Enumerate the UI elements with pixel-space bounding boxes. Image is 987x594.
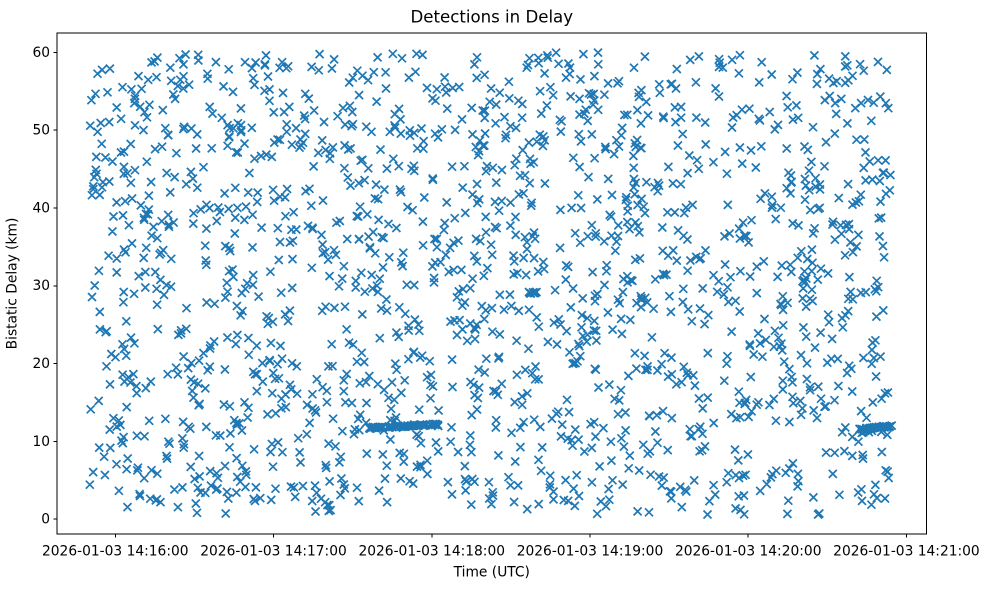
x-tick-label: 2026-01-03 14:17:00 [200,544,347,560]
scatter-points [85,47,897,520]
x-tick-label: 2026-01-03 14:16:00 [42,544,189,560]
plot-area-border [56,32,927,535]
chart-title: Detections in Delay [411,8,574,27]
y-tick-label: 30 [32,278,50,294]
x-tick-group: 2026-01-03 14:16:00 2026-01-03 14:17:00 20… [42,534,980,560]
y-tick-label: 20 [32,356,50,372]
y-tick-label: 10 [32,434,50,450]
x-axis-label: Time (UTC) [453,565,530,581]
y-tick-label: 40 [32,200,50,216]
x-tick-label: 2026-01-03 14:18:00 [358,544,505,560]
x-tick-label: 2026-01-03 14:21:00 [833,544,980,560]
y-axis-label: Bistatic Delay (km) [5,218,21,350]
y-tick-label: 0 [41,512,50,528]
y-tick-group: 0 10 20 30 40 50 60 [32,45,57,528]
x-tick-label: 2026-01-03 14:19:00 [517,544,664,560]
y-tick-label: 50 [32,123,50,139]
y-tick-label: 60 [32,45,50,61]
x-tick-label: 2026-01-03 14:20:00 [675,544,822,560]
